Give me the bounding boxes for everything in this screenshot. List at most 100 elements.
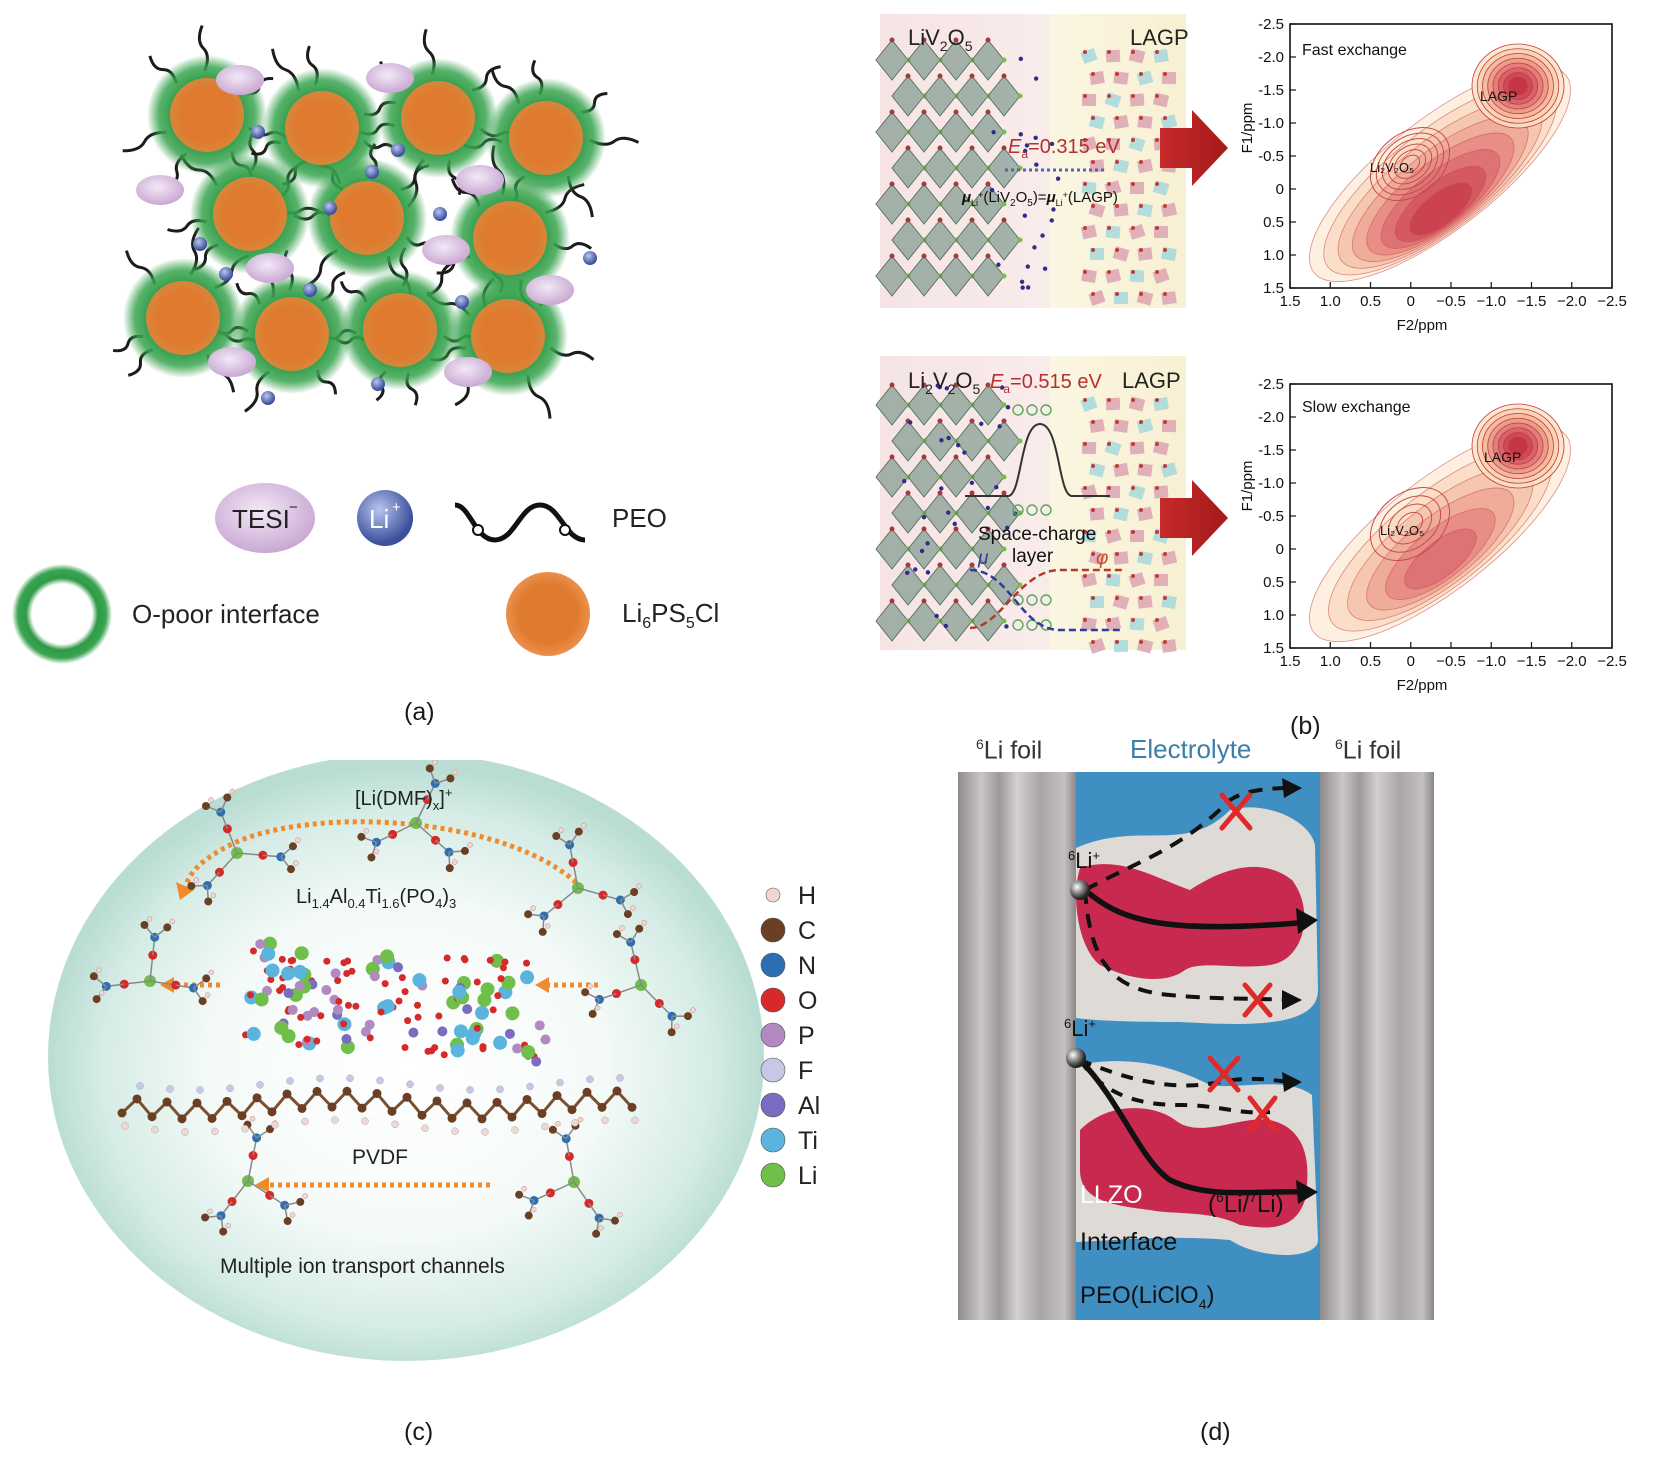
crystal-atom-li <box>480 982 495 997</box>
pvdf-substituent <box>136 1082 144 1090</box>
crystal-atom-o <box>461 956 469 964</box>
vo-octahedron <box>875 528 909 570</box>
vo-octahedron <box>923 75 957 117</box>
li-ion-dot <box>989 187 995 193</box>
lagp-atom <box>1131 574 1135 578</box>
pvdf-c-atom <box>342 1086 352 1096</box>
vo-octahedron <box>875 384 909 426</box>
c-atom <box>612 930 621 939</box>
vo-octahedron <box>939 384 973 426</box>
x-tick-label: −1.0 <box>1476 293 1506 310</box>
top-arrow <box>1160 110 1228 186</box>
oxygen-atom <box>953 598 959 604</box>
lagp-atom <box>1139 508 1143 512</box>
y-tick-label: 1.5 <box>1263 280 1284 297</box>
vo-octahedron <box>907 183 941 225</box>
pvdf-substituent <box>226 1084 234 1093</box>
tesi-anion <box>208 347 256 377</box>
h-atom <box>363 828 370 834</box>
legend-peo-label: PEO <box>612 503 667 533</box>
lagp-atom <box>1155 270 1159 274</box>
li-ion-dot <box>939 438 944 443</box>
c-atom <box>524 910 533 919</box>
h-atom <box>208 969 215 976</box>
legend-swatch-c <box>760 917 786 943</box>
c-atom <box>219 1227 228 1236</box>
crystal-atom-p <box>360 1026 371 1037</box>
oxygen-atom <box>985 454 991 460</box>
h-atom <box>193 877 200 883</box>
crystal-atom-o <box>297 1013 305 1021</box>
pvdf-substituent <box>481 1128 489 1136</box>
pvdf-substituent <box>151 1125 159 1134</box>
vo-octahedron <box>971 183 1005 225</box>
c-atom <box>92 995 101 1004</box>
oxygen-atom <box>953 253 959 259</box>
header-electrolyte: Electrolyte <box>1130 734 1252 764</box>
lagp-atom <box>1139 72 1143 76</box>
pvdf-substituent <box>421 1124 429 1132</box>
bottom-lagp-framework <box>1080 395 1178 654</box>
h-atom <box>530 905 536 911</box>
h-atom <box>690 1007 696 1013</box>
c-atom <box>367 853 376 862</box>
oxygen-atom <box>969 562 975 568</box>
nmr-li2v2o5-peak <box>1378 495 1442 553</box>
oxygen-atom <box>921 253 927 259</box>
crystal-atom-p <box>369 971 380 982</box>
c-atom <box>89 972 98 981</box>
pvdf-substituent <box>301 1117 309 1126</box>
oxygen-atom <box>985 109 991 115</box>
h-atom <box>98 990 105 996</box>
lagp-atom <box>1107 270 1111 274</box>
pvdf-substituent <box>436 1084 444 1092</box>
li-ion-dot <box>921 515 927 520</box>
crystal-atom-o <box>295 1041 303 1049</box>
lagp-atom <box>1091 508 1095 512</box>
vo-octahedron <box>875 456 909 498</box>
nmr-contour <box>1409 182 1473 236</box>
lagp-atom <box>1107 530 1111 534</box>
vo-octahedron <box>923 147 957 189</box>
legend-tesi-label: TESI <box>232 504 290 534</box>
crystal-atom-o <box>494 992 502 1000</box>
li-dmf-label: [Li(DMF)x]+ <box>355 785 452 813</box>
vanadium-atom <box>1001 201 1007 207</box>
vo-octahedron <box>955 219 989 261</box>
li-ion-dot <box>934 613 939 619</box>
legend-label-n: N <box>798 952 816 980</box>
oxygen-atom <box>953 382 959 388</box>
lagp-atom <box>1091 248 1095 252</box>
pvdf-substituent <box>331 1116 339 1124</box>
x-tick-label: 0 <box>1407 293 1415 310</box>
h-atom <box>617 1211 623 1218</box>
ion-6li-top <box>1070 880 1090 900</box>
lagp-atom <box>1155 442 1159 446</box>
nmr-li2v2o5-peak <box>1381 138 1439 190</box>
crystal-atom-o <box>414 1001 422 1009</box>
lagp-atom <box>1091 160 1095 164</box>
oxygen-atom <box>953 181 959 187</box>
ion-label-top: 6Li+ <box>1068 848 1100 873</box>
li-cation <box>323 201 337 215</box>
h-atom <box>636 883 642 889</box>
oxygen-atom <box>889 37 895 43</box>
crystal-atom-o <box>523 959 531 967</box>
oxygen-atom <box>969 145 975 151</box>
li6ps5cl-particle <box>509 101 583 175</box>
y-tick-label: -1.5 <box>1258 442 1284 459</box>
c-atom <box>592 1229 601 1238</box>
li-ion-dot <box>925 570 931 575</box>
pvdf-substituent <box>256 1081 264 1089</box>
c-atom <box>140 920 149 929</box>
ion-label-bottom: 6Li+ <box>1064 1016 1096 1041</box>
pvdf-c-atom <box>582 1087 592 1097</box>
li-ion-dot <box>1049 218 1054 223</box>
lagp-atom <box>1139 552 1143 556</box>
vo-octahedron <box>923 219 957 261</box>
space-charge-ring <box>1012 619 1024 631</box>
li-ion-dot <box>1055 176 1061 181</box>
x-tick-label: −0.5 <box>1436 653 1466 670</box>
lagp-atom <box>1091 552 1095 556</box>
space-charge-ring <box>1026 594 1038 606</box>
